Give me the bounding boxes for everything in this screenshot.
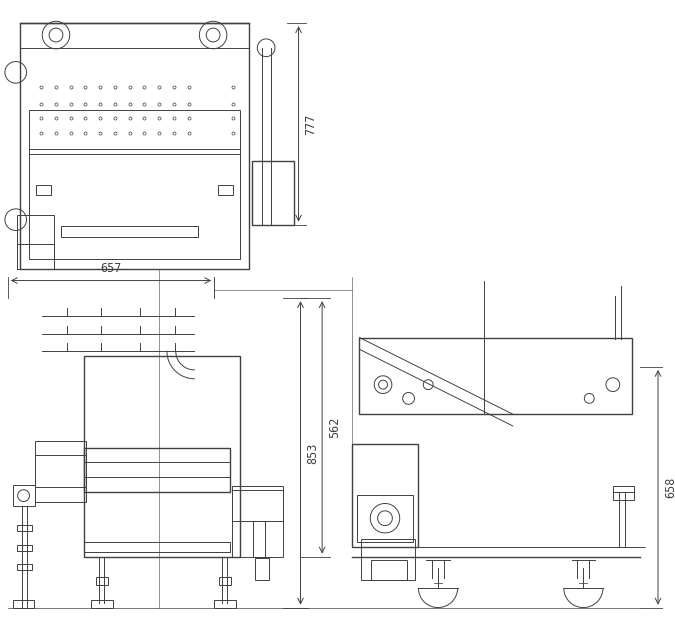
Bar (361, 539, 415, 580)
Text: 657: 657 (101, 261, 121, 274)
Bar (17, 525, 32, 531)
Bar (35, 441, 86, 502)
Bar (219, 577, 231, 585)
Bar (91, 600, 113, 607)
Bar (84, 542, 230, 551)
Bar (613, 492, 634, 499)
Bar (360, 337, 632, 414)
Bar (35, 455, 86, 487)
Bar (61, 225, 198, 237)
Bar (352, 443, 418, 546)
Text: 658: 658 (664, 476, 675, 498)
Bar (17, 244, 54, 269)
Bar (36, 185, 51, 195)
Bar (84, 356, 240, 556)
Bar (232, 490, 283, 521)
Bar (97, 577, 108, 585)
Bar (613, 486, 634, 492)
Bar (30, 111, 240, 259)
Bar (255, 558, 269, 580)
Bar (214, 600, 236, 607)
Bar (20, 23, 250, 269)
Text: 562: 562 (328, 417, 341, 438)
Bar (17, 215, 54, 269)
Bar (84, 448, 230, 492)
Bar (232, 486, 283, 556)
Bar (84, 477, 230, 492)
Bar (218, 185, 233, 195)
Bar (253, 521, 265, 556)
Text: 853: 853 (306, 442, 319, 464)
Bar (13, 600, 34, 607)
Bar (13, 485, 35, 507)
Bar (17, 545, 32, 551)
Bar (84, 448, 230, 462)
Text: 777: 777 (304, 113, 317, 135)
Bar (17, 564, 32, 570)
Bar (371, 560, 406, 580)
Bar (252, 161, 294, 225)
Bar (356, 495, 414, 542)
